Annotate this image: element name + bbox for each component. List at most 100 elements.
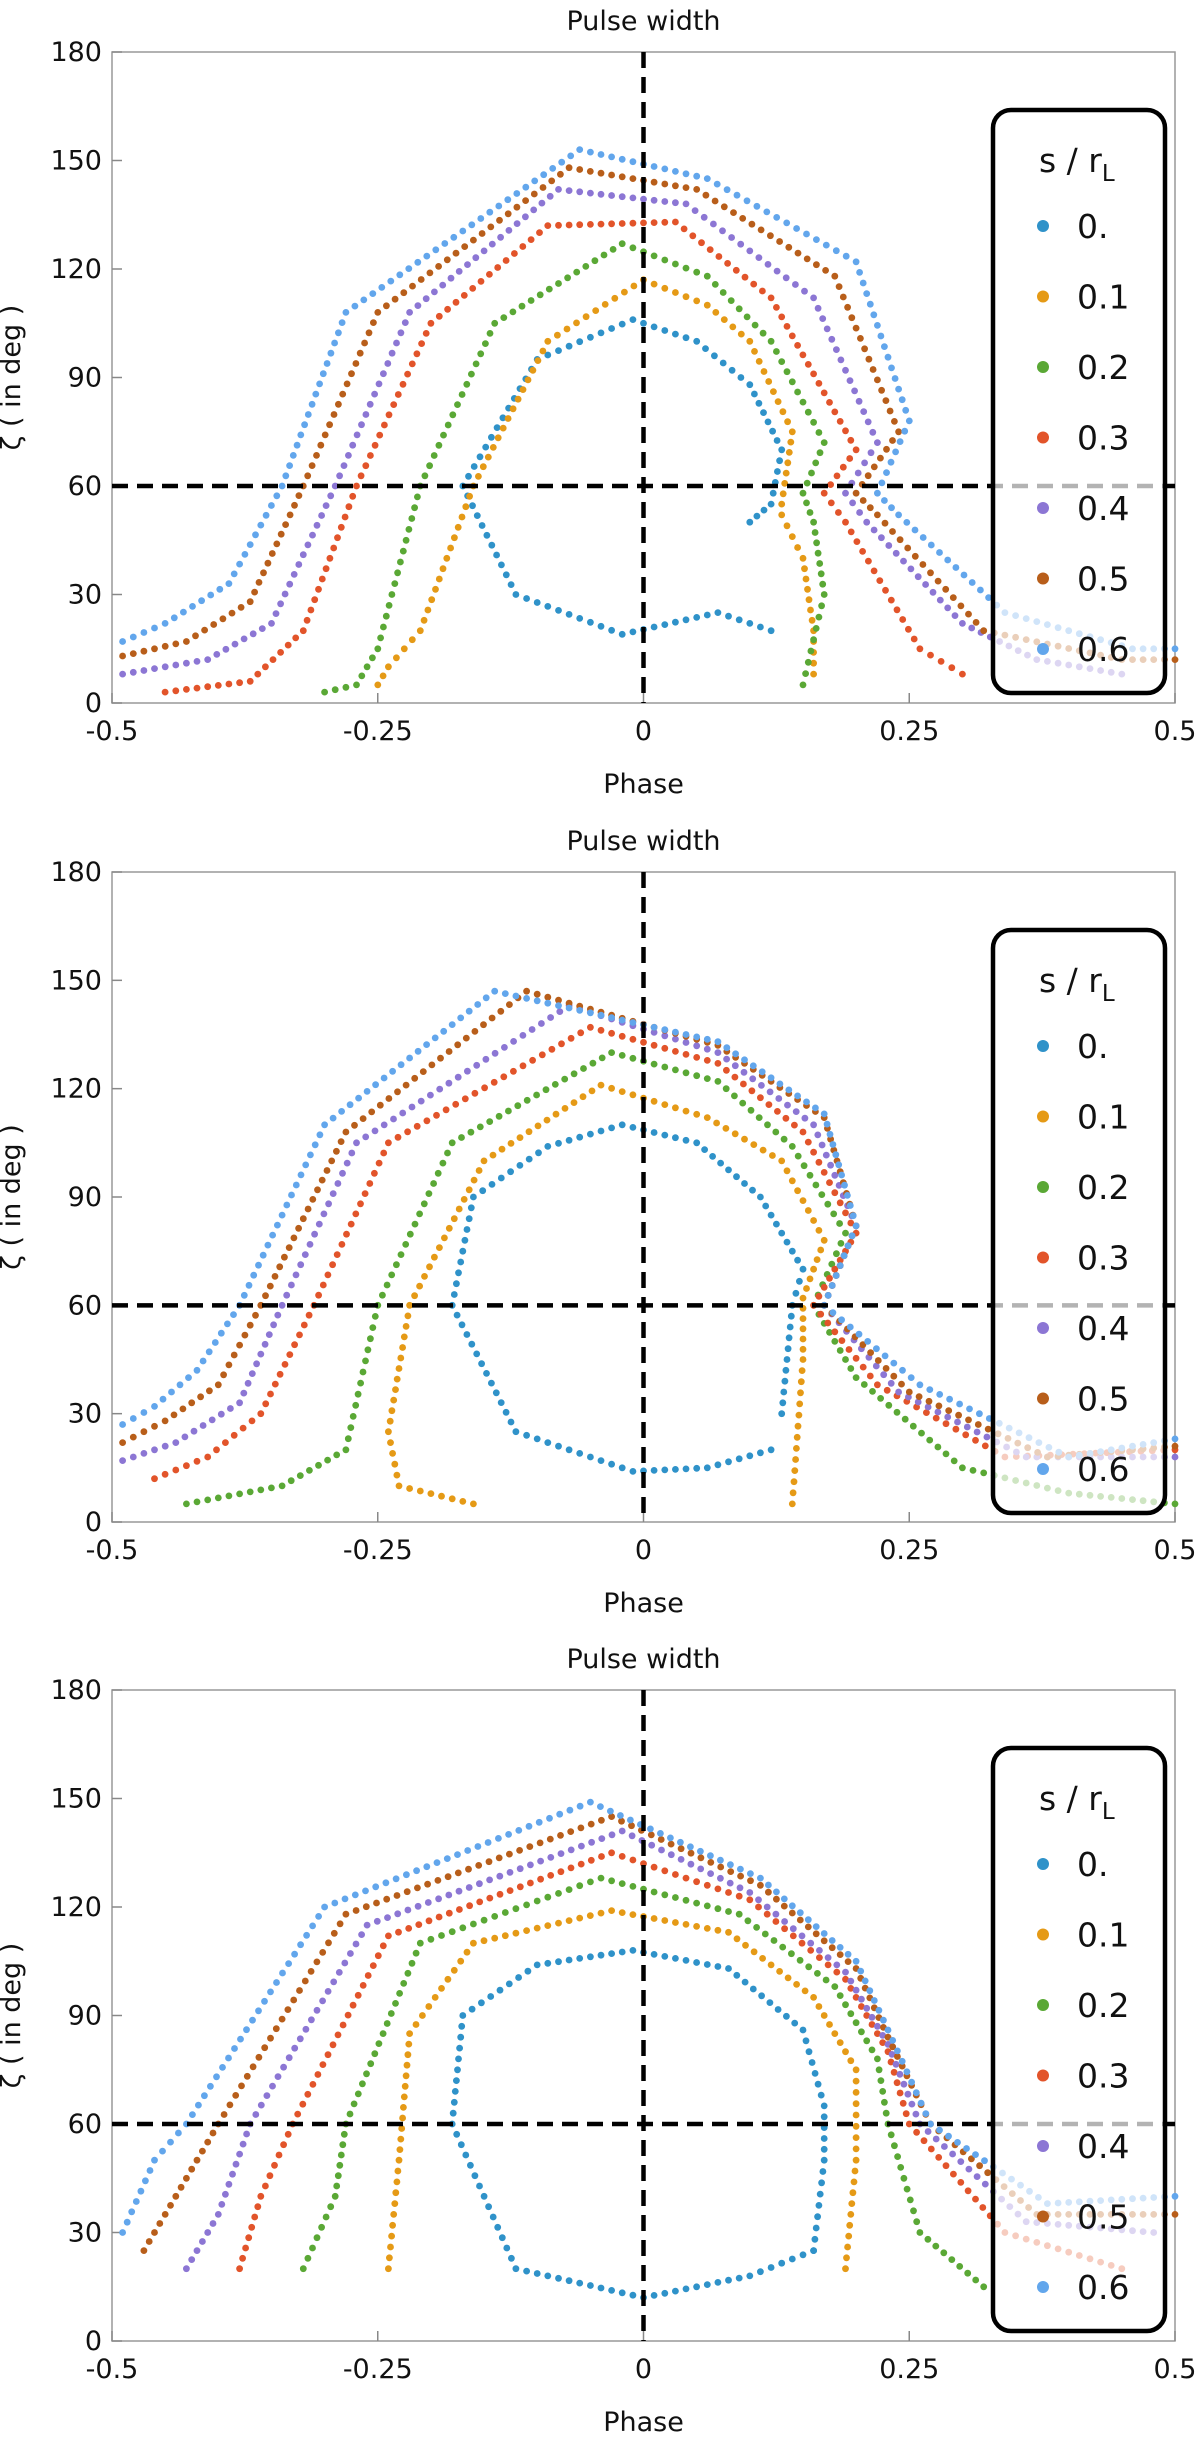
data-point [703, 1075, 711, 1082]
data-point [285, 1244, 293, 1251]
data-point [515, 1827, 523, 1834]
data-point [727, 1861, 734, 1869]
data-point [204, 683, 212, 691]
data-point [965, 1416, 972, 1424]
data-point [314, 1186, 321, 1194]
data-point [230, 570, 238, 578]
data-point [597, 1951, 605, 1959]
data-point [220, 2111, 228, 2118]
data-point [161, 1442, 169, 1450]
data-point [361, 339, 368, 347]
data-point [831, 408, 839, 416]
data-point [960, 571, 968, 579]
data-point [435, 312, 443, 320]
data-point [964, 2269, 972, 2277]
data-point [950, 2170, 957, 2178]
data-point [495, 1854, 503, 1862]
data-point [598, 1816, 605, 1824]
data-point [661, 256, 669, 264]
data-point [577, 1860, 585, 1868]
data-point [598, 1054, 606, 1062]
data-point [693, 614, 701, 621]
data-point [831, 1983, 839, 1990]
data-point [945, 2132, 952, 2140]
data-point [735, 1910, 743, 1918]
data-point [737, 330, 745, 338]
data-point [156, 2220, 164, 2227]
data-point [816, 2190, 824, 2198]
data-point [661, 1917, 669, 1924]
data-point [757, 226, 765, 234]
data-point [199, 1422, 207, 1429]
data-point [796, 1916, 804, 1924]
data-point [707, 1852, 714, 1860]
data-point [733, 1935, 741, 1943]
data-point [794, 249, 802, 257]
data-point [650, 1029, 658, 1036]
data-point [847, 2211, 855, 2218]
data-point [577, 1029, 585, 1037]
data-point [783, 522, 791, 530]
data-point [629, 194, 637, 202]
data-point [901, 427, 909, 435]
data-point [895, 428, 902, 436]
data-point [755, 254, 763, 261]
data-point [849, 1212, 857, 1220]
data-point [530, 190, 538, 198]
data-point [468, 1340, 476, 1348]
data-point [436, 1244, 443, 1251]
data-point [417, 1097, 425, 1105]
data-point [820, 489, 828, 497]
data-point [416, 627, 424, 635]
data-point [972, 2151, 979, 2159]
data-point [650, 1915, 658, 1922]
data-point [374, 681, 382, 689]
data-point [470, 1920, 477, 1928]
data-point [802, 575, 810, 583]
data-point [795, 1411, 803, 1419]
data-point [380, 1149, 388, 1157]
data-point [461, 1095, 469, 1103]
y-tick-label: 0 [85, 688, 102, 719]
data-point [132, 2198, 140, 2205]
data-point [689, 232, 697, 240]
data-point [835, 509, 842, 516]
data-point [229, 2170, 236, 2178]
data-point [719, 289, 727, 296]
data-point [881, 519, 889, 527]
data-point [916, 1381, 924, 1389]
data-point [788, 428, 796, 436]
data-point [161, 2211, 169, 2218]
data-point [192, 632, 199, 640]
data-point [258, 625, 266, 632]
data-point [629, 1883, 637, 1890]
data-point [755, 1114, 763, 1121]
data-point [525, 1822, 533, 1830]
data-point [908, 2100, 916, 2108]
data-point [324, 1456, 331, 1464]
data-point [201, 626, 209, 634]
data-point [889, 528, 896, 535]
data-point [608, 1029, 615, 1037]
data-point [457, 1014, 465, 1022]
data-point [774, 1108, 781, 1115]
data-point [467, 1204, 475, 1212]
data-point [379, 1942, 387, 1950]
data-point [399, 1109, 407, 1117]
data-point [489, 444, 497, 451]
data-point [778, 1410, 786, 1418]
data-point [313, 2006, 321, 2014]
data-point [359, 1368, 367, 1376]
data-point [284, 2130, 292, 2138]
data-point [140, 2247, 148, 2255]
data-point [714, 2279, 722, 2286]
data-point [820, 1283, 828, 1291]
data-point [268, 550, 276, 557]
data-point [547, 1854, 555, 1861]
data-point [791, 1121, 798, 1129]
data-point [177, 2183, 185, 2191]
data-point [667, 1851, 675, 1859]
data-point [697, 1847, 704, 1855]
data-point [597, 1011, 605, 1019]
data-point [778, 313, 786, 321]
